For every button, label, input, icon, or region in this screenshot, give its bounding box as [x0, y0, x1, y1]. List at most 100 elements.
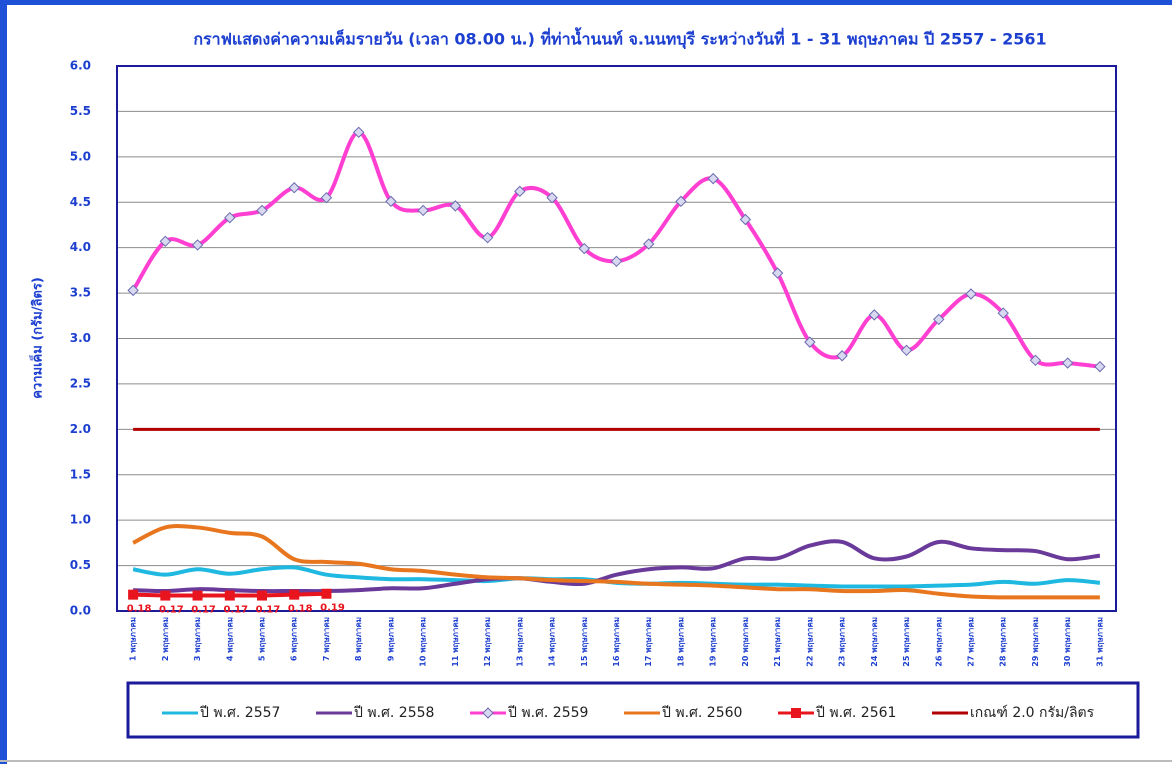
marker — [771, 267, 784, 279]
legend-marker — [482, 707, 494, 719]
x-tick-label: 16 พฤษภาคม — [612, 617, 621, 667]
x-tick-label: 18 พฤษภาคม — [676, 617, 685, 667]
y-axis-label: ความเค็ม (กรัม/ลิตร) — [28, 277, 46, 399]
marker — [288, 182, 300, 194]
marker — [836, 350, 848, 362]
marker — [1029, 354, 1042, 367]
left-frame — [0, 0, 7, 764]
marker — [578, 242, 590, 255]
data-label: 0.18 — [288, 604, 313, 615]
y-tick-label: 4.5 — [70, 195, 91, 209]
y-tick-label: 6.0 — [70, 59, 91, 73]
data-label: 0.18 — [127, 604, 152, 615]
marker — [675, 195, 687, 208]
series-line — [132, 524, 1100, 600]
x-tick-label: 27 พฤษภาคม — [966, 617, 975, 667]
data-label: 0.19 — [320, 603, 345, 614]
x-tick-label: 21 พฤษภาคม — [773, 617, 782, 667]
x-tick-label: 22 พฤษภาคม — [805, 617, 814, 667]
marker — [192, 590, 203, 601]
marker — [128, 589, 139, 600]
y-tick-label: 1.0 — [70, 513, 91, 527]
top-frame — [0, 0, 1172, 5]
x-tick-label: 26 พฤษภาคม — [934, 617, 943, 667]
legend-label: เกณฑ์ 2.0 กรัม/ลิตร — [970, 704, 1095, 721]
x-tick-label: 14 พฤษภาคม — [548, 617, 557, 667]
x-tick-label: 3 พฤษภาคม — [193, 617, 202, 661]
marker — [514, 185, 526, 198]
marker — [191, 239, 204, 251]
data-label: 0.17 — [256, 605, 281, 616]
chart-title: กราฟแสดงค่าความเค็มรายวัน (เวลา 08.00 น.… — [193, 27, 1046, 50]
marker — [933, 313, 945, 326]
y-tick-label: 5.5 — [70, 104, 91, 118]
y-tick-label: 3.5 — [70, 286, 91, 300]
x-tick-label: 11 พฤษภาคม — [451, 617, 460, 667]
y-tick-label: 4.0 — [70, 240, 91, 254]
marker — [256, 204, 268, 217]
legend-marker — [791, 708, 801, 718]
x-tick-label: 15 พฤษภาคม — [580, 617, 589, 667]
plot-border — [116, 65, 1117, 612]
x-tick-label: 20 พฤษภาคม — [741, 617, 750, 667]
legend-label: ปี พ.ศ. 2559 — [508, 705, 589, 721]
marker — [160, 590, 171, 601]
data-label: 0.17 — [159, 605, 184, 616]
legend-label: ปี พ.ศ. 2558 — [354, 705, 435, 721]
marker — [868, 309, 881, 321]
marker — [352, 126, 365, 139]
legend-box — [126, 681, 1140, 739]
marker — [127, 284, 139, 297]
y-tick-label: 5.0 — [70, 149, 91, 163]
y-tick-label: 0.5 — [70, 558, 91, 572]
x-tick-label: 24 พฤษภาคม — [870, 617, 879, 667]
data-label: 0.17 — [223, 605, 248, 616]
marker — [997, 307, 1009, 319]
y-tick-label: 3.0 — [70, 331, 91, 345]
x-tick-label: 4 พฤษภาคม — [225, 617, 234, 661]
legend-label: ปี พ.ศ. 2557 — [200, 705, 281, 721]
legend-label: ปี พ.ศ. 2560 — [662, 705, 743, 721]
marker — [804, 336, 816, 348]
marker — [965, 288, 977, 300]
y-tick-label: 1.5 — [70, 467, 91, 481]
marker — [224, 590, 235, 601]
x-tick-label: 30 พฤษภาคม — [1063, 617, 1072, 667]
marker — [1094, 360, 1106, 373]
x-tick-label: 2 พฤษภาคม — [161, 617, 170, 661]
marker — [159, 235, 172, 248]
marker — [224, 211, 236, 224]
x-tick-label: 1 พฤษภาคม — [129, 617, 138, 661]
x-tick-label: 6 พฤษภาคม — [290, 617, 299, 661]
x-tick-label: 28 พฤษภาคม — [999, 617, 1008, 667]
x-tick-label: 19 พฤษภาคม — [709, 617, 718, 667]
y-tick-label: 2.0 — [70, 422, 91, 436]
marker — [385, 195, 397, 208]
x-tick-label: 25 พฤษภาคม — [902, 617, 911, 667]
marker — [546, 192, 558, 204]
x-tick-label: 10 พฤษภาคม — [419, 617, 428, 667]
legend-label: ปี พ.ศ. 2561 — [816, 705, 897, 721]
y-tick-label: 0.0 — [70, 604, 91, 618]
x-tick-label: 17 พฤษภาคม — [644, 617, 653, 667]
marker — [610, 255, 623, 267]
marker — [321, 588, 332, 599]
x-tick-label: 29 พฤษภาคม — [1031, 617, 1040, 667]
x-tick-label: 31 พฤษภาคม — [1095, 617, 1104, 667]
x-tick-label: 23 พฤษภาคม — [838, 617, 847, 667]
marker — [481, 231, 494, 244]
marker — [417, 204, 429, 217]
y-tick-label: 2.5 — [70, 376, 91, 390]
marker — [257, 590, 268, 601]
marker — [643, 238, 655, 250]
x-tick-label: 12 พฤษภาคม — [483, 617, 492, 667]
x-tick-label: 9 พฤษภาคม — [386, 617, 395, 661]
data-label: 0.17 — [191, 605, 216, 616]
marker — [739, 213, 752, 226]
x-tick-label: 8 พฤษภาคม — [354, 617, 363, 661]
x-tick-label: 5 พฤษภาคม — [258, 617, 267, 661]
marker — [289, 589, 300, 600]
x-tick-label: 7 พฤษภาคม — [322, 617, 331, 661]
x-tick-label: 13 พฤษภาคม — [515, 617, 524, 667]
